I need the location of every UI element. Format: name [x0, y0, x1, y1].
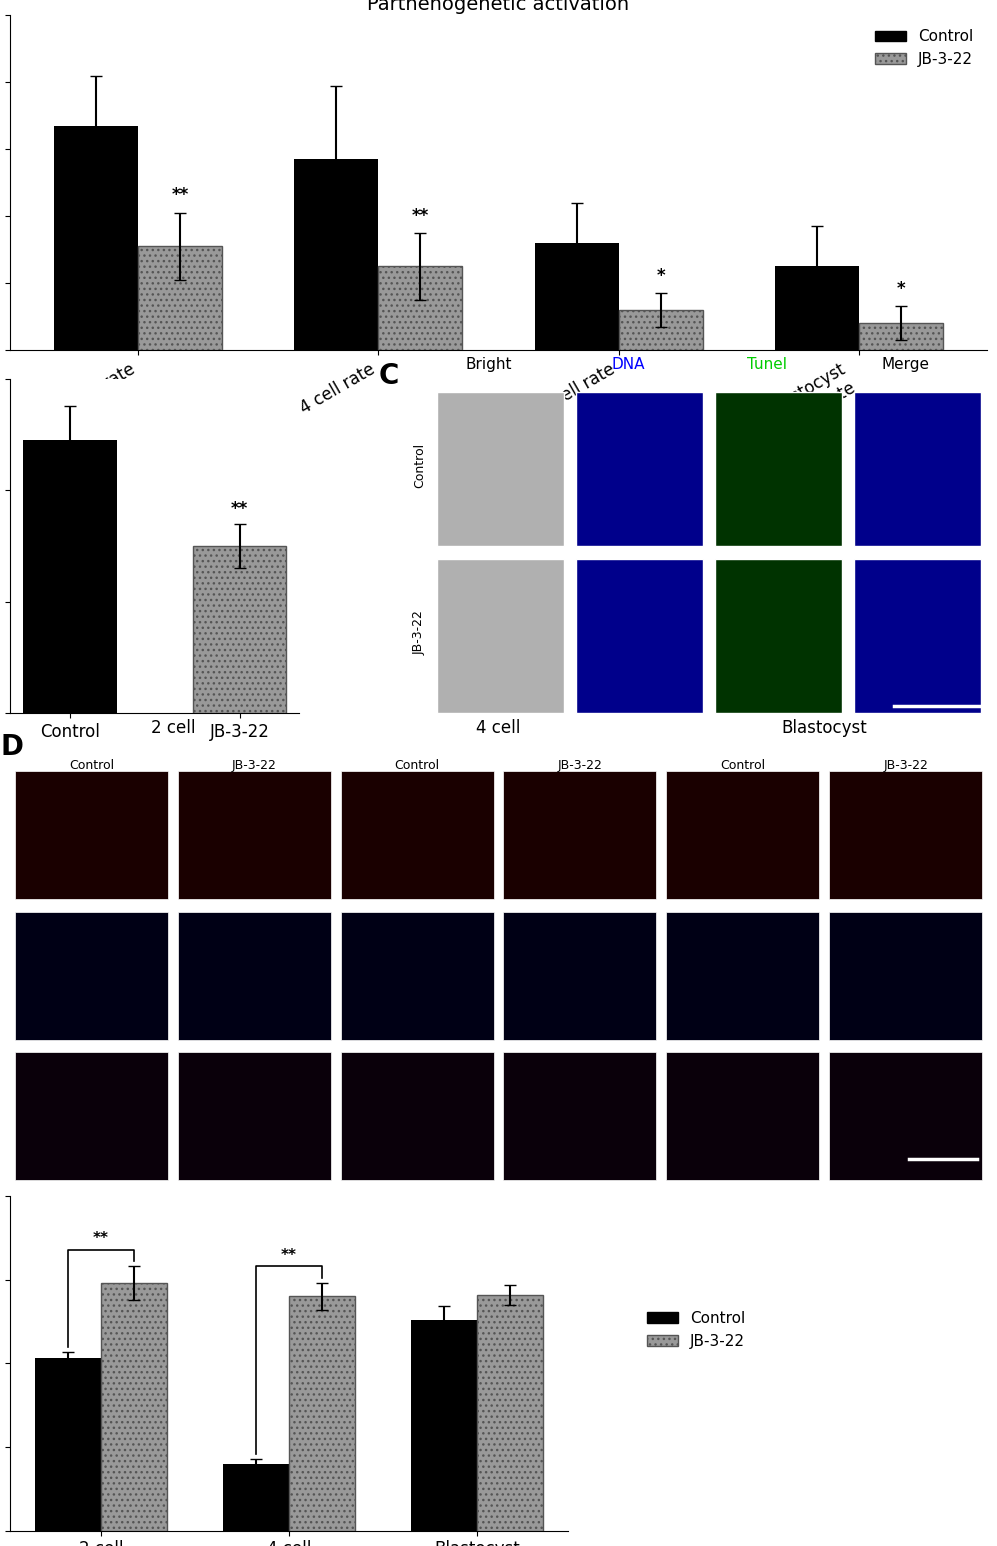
FancyBboxPatch shape	[341, 912, 494, 1040]
Text: Merge: Merge	[882, 357, 930, 373]
Text: JB-3-22: JB-3-22	[883, 759, 928, 771]
FancyBboxPatch shape	[341, 771, 494, 900]
FancyBboxPatch shape	[15, 771, 167, 900]
Legend: Control, JB-3-22: Control, JB-3-22	[641, 1305, 752, 1354]
FancyBboxPatch shape	[15, 1053, 167, 1180]
Bar	[294, 159, 379, 349]
Bar	[775, 266, 858, 349]
FancyBboxPatch shape	[503, 771, 656, 900]
FancyBboxPatch shape	[666, 912, 820, 1040]
Bar	[858, 323, 942, 349]
FancyBboxPatch shape	[177, 771, 331, 900]
Bar	[55, 125, 139, 349]
Bar	[289, 1297, 355, 1531]
Bar	[23, 441, 117, 713]
FancyBboxPatch shape	[15, 912, 167, 1040]
Bar	[379, 266, 463, 349]
Text: D: D	[0, 733, 23, 761]
Bar	[534, 243, 618, 349]
FancyBboxPatch shape	[853, 393, 981, 546]
Text: Control: Control	[69, 759, 114, 771]
FancyBboxPatch shape	[666, 1053, 820, 1180]
FancyBboxPatch shape	[853, 560, 981, 713]
Text: Control: Control	[413, 444, 426, 489]
Text: 2 cell: 2 cell	[151, 719, 195, 737]
Text: **: **	[231, 499, 248, 518]
FancyBboxPatch shape	[341, 1053, 494, 1180]
Text: Blastocyst: Blastocyst	[782, 719, 867, 737]
FancyBboxPatch shape	[715, 560, 842, 713]
Text: **: **	[93, 1231, 109, 1246]
FancyBboxPatch shape	[503, 912, 656, 1040]
Text: **: **	[171, 187, 189, 204]
Bar	[101, 1283, 166, 1531]
Title: Parthenogenetic activation: Parthenogenetic activation	[368, 0, 629, 14]
Bar	[412, 1320, 478, 1531]
Bar	[193, 546, 286, 713]
Text: JB-3-22: JB-3-22	[557, 759, 602, 771]
Bar	[478, 1294, 543, 1531]
FancyBboxPatch shape	[576, 393, 703, 546]
FancyBboxPatch shape	[503, 1053, 656, 1180]
Text: *: *	[656, 267, 665, 284]
FancyBboxPatch shape	[437, 560, 564, 713]
Text: **: **	[412, 207, 429, 224]
Bar	[139, 246, 222, 349]
Text: **: **	[281, 1248, 297, 1263]
Text: 4 cell: 4 cell	[477, 719, 520, 737]
FancyBboxPatch shape	[177, 1053, 331, 1180]
FancyBboxPatch shape	[830, 1053, 982, 1180]
FancyBboxPatch shape	[576, 560, 703, 713]
Text: JB-3-22: JB-3-22	[413, 611, 426, 656]
FancyBboxPatch shape	[715, 393, 842, 546]
FancyBboxPatch shape	[177, 912, 331, 1040]
Text: Control: Control	[720, 759, 766, 771]
Bar	[618, 309, 703, 349]
FancyBboxPatch shape	[437, 393, 564, 546]
Text: Control: Control	[395, 759, 440, 771]
Text: Bright: Bright	[466, 357, 512, 373]
Text: C: C	[379, 362, 400, 390]
FancyBboxPatch shape	[830, 771, 982, 900]
Bar	[35, 1359, 101, 1531]
Text: Tunel: Tunel	[747, 357, 787, 373]
Text: *: *	[896, 280, 905, 298]
FancyBboxPatch shape	[830, 912, 982, 1040]
Bar	[223, 1464, 289, 1531]
Legend: Control, JB-3-22: Control, JB-3-22	[869, 23, 979, 73]
FancyBboxPatch shape	[666, 771, 820, 900]
Text: DNA: DNA	[611, 357, 645, 373]
Text: JB-3-22: JB-3-22	[231, 759, 277, 771]
